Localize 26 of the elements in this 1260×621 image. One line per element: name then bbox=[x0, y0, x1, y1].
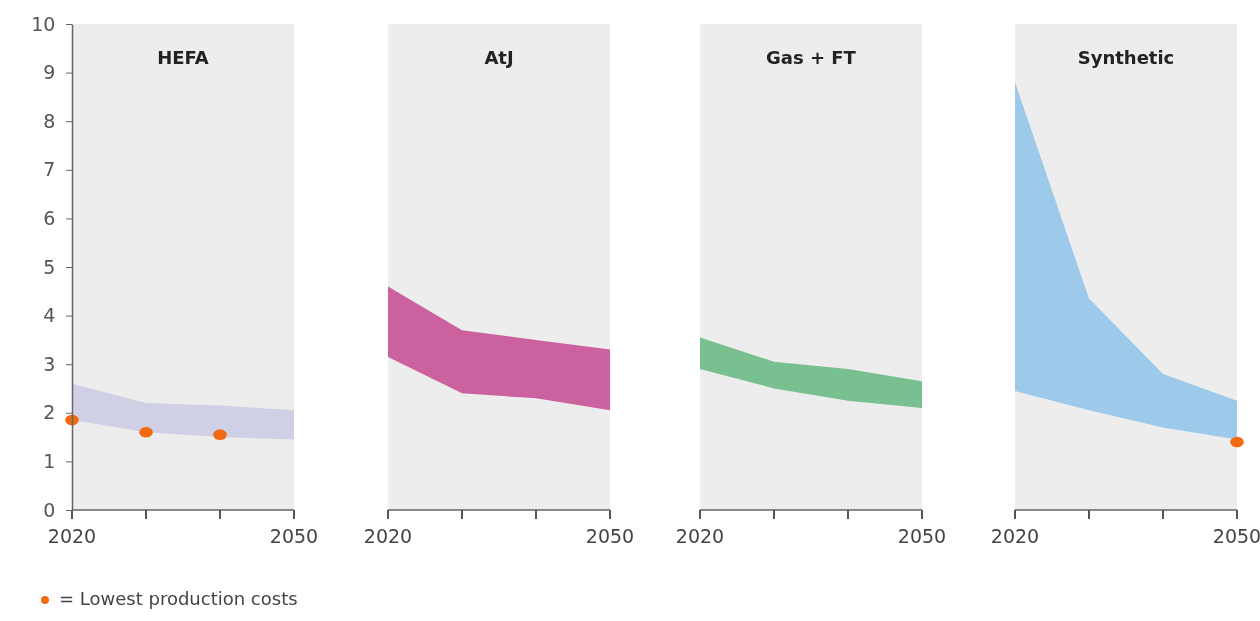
x-tick-label: 2050 bbox=[269, 525, 319, 547]
y-tick-label: 10 bbox=[31, 12, 56, 35]
y-tick-label: 1 bbox=[43, 449, 56, 472]
text: AtJ bbox=[484, 47, 514, 68]
y-tick-label: 9 bbox=[43, 61, 56, 84]
x-tick-label: 2020 bbox=[990, 525, 1040, 547]
y-tick-label: 7 bbox=[43, 158, 56, 181]
x-tick-label: 2020 bbox=[47, 525, 97, 547]
x-tick-label: 2050 bbox=[897, 525, 947, 547]
point bbox=[213, 429, 227, 440]
legend-label: = Lowest production costs bbox=[59, 588, 298, 609]
text: Synthetic bbox=[1077, 47, 1175, 68]
y-tick-label: 4 bbox=[43, 304, 56, 327]
x-tick-label: 2050 bbox=[1212, 525, 1260, 547]
text: HEFA bbox=[157, 47, 209, 68]
y-tick-label: 0 bbox=[43, 498, 56, 521]
y-tick-label: 3 bbox=[43, 352, 56, 375]
point bbox=[139, 426, 153, 438]
x-tick-label: 2020 bbox=[363, 525, 413, 547]
y-tick-label: 5 bbox=[43, 255, 56, 278]
y-tick-label: 2 bbox=[43, 401, 56, 424]
x-tick-label: 2050 bbox=[585, 525, 635, 547]
y-tick-label: 8 bbox=[43, 109, 56, 132]
x-tick-label: 2020 bbox=[675, 525, 725, 547]
text: Gas + FT bbox=[766, 47, 857, 68]
y-tick-label: 6 bbox=[43, 206, 56, 229]
